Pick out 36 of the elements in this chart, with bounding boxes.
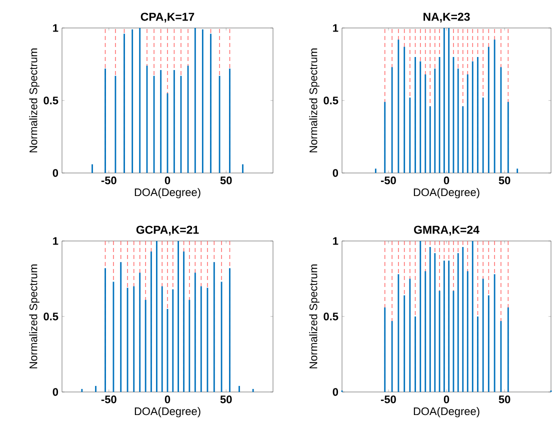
- x-axis-title: DOA(Degree): [414, 188, 480, 198]
- chart-title: CPA,K=17: [140, 12, 194, 22]
- y-tick-label: 0: [332, 388, 338, 396]
- chart-title: NA,K=23: [424, 12, 470, 22]
- y-tick-label: 0.5: [44, 96, 58, 104]
- chart-title: GCPA,K=21: [136, 226, 199, 236]
- x-tick-label: 50: [498, 396, 510, 404]
- y-tick-label: 0.5: [44, 312, 58, 320]
- x-tick-label: 50: [220, 176, 232, 184]
- y-axis-title: Normalized Spectrum: [29, 48, 40, 152]
- chart-title: GMRA,K=24: [414, 226, 480, 236]
- x-axis-title: DOA(Degree): [414, 407, 480, 418]
- y-tick-label: 0.5: [324, 312, 338, 320]
- y-axis-title: Normalized Spectrum: [309, 48, 320, 152]
- x-tick-label: -50: [101, 396, 116, 404]
- x-tick-label: 50: [498, 176, 510, 184]
- x-tick-label: 0: [164, 176, 170, 184]
- x-axis-title: DOA(Degree): [134, 407, 200, 418]
- x-tick-label: -50: [380, 396, 396, 404]
- y-tick-label: 1: [53, 237, 58, 245]
- y-tick-label: 0: [52, 388, 58, 396]
- x-tick-label: 50: [220, 396, 232, 404]
- x-tick-label: -50: [380, 176, 396, 184]
- x-tick-label: 0: [164, 396, 170, 404]
- y-axis-title: Normalized Spectrum: [29, 264, 40, 368]
- x-tick-label: 0: [444, 176, 450, 184]
- x-tick-label: -50: [101, 176, 116, 184]
- y-tick-label: 0: [52, 169, 58, 177]
- x-tick-label: 0: [444, 396, 450, 404]
- y-axis-title: Normalized Spectrum: [309, 264, 320, 368]
- y-tick-label: 1: [333, 237, 338, 245]
- y-tick-label: 1: [53, 24, 58, 32]
- y-tick-label: 1: [333, 24, 338, 32]
- y-tick-label: 0: [332, 169, 338, 177]
- y-tick-label: 0.5: [324, 96, 338, 104]
- x-axis-title: DOA(Degree): [134, 188, 200, 198]
